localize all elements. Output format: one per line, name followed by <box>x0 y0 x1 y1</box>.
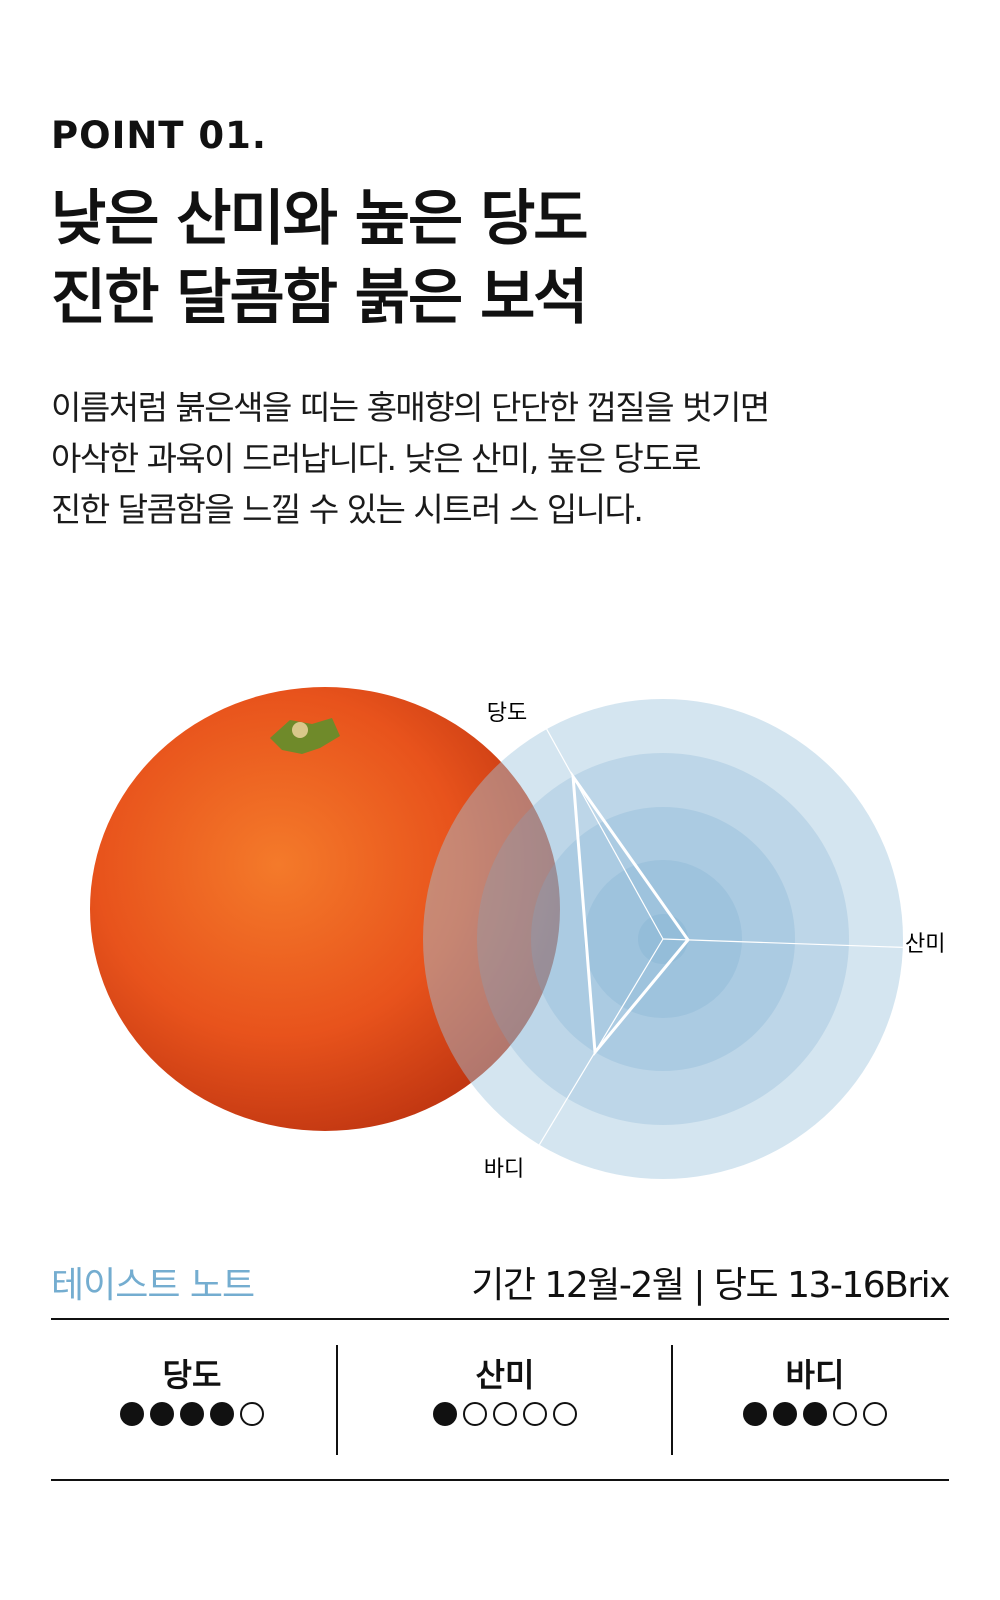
filled-dot-icon <box>180 1402 204 1426</box>
bottom-divider <box>51 1479 949 1481</box>
empty-dot-icon <box>523 1402 547 1426</box>
description-line-3: 진한 달콤함을 느낄 수 있는 시트러 스 입니다. <box>51 490 644 529</box>
axis-label-acidity: 산미 <box>905 932 945 957</box>
score-dots <box>42 1402 342 1426</box>
axis-label-sweetness: 당도 <box>487 701 527 726</box>
empty-dot-icon <box>833 1402 857 1426</box>
filled-dot-icon <box>803 1402 827 1426</box>
filled-dot-icon <box>120 1402 144 1426</box>
empty-dot-icon <box>863 1402 887 1426</box>
empty-dot-icon <box>553 1402 577 1426</box>
empty-dot-icon <box>493 1402 517 1426</box>
top-divider <box>51 1318 949 1320</box>
point-label: POINT 01. <box>51 114 267 157</box>
radar-axis <box>546 728 664 940</box>
season-brix-info: 기간 12월-2월 | 당도 13-16Brix <box>471 1265 950 1306</box>
filled-dot-icon <box>773 1402 797 1426</box>
filled-dot-icon <box>433 1402 457 1426</box>
radar-polygon <box>571 771 690 1056</box>
axis-label-body: 바디 <box>484 1157 524 1182</box>
radar-chart: 당도 산미 바디 <box>90 687 945 1182</box>
radar-axis <box>538 938 664 1146</box>
taste-item-acidity: 산미 <box>355 1350 655 1426</box>
description-line-2: 아삭한 과육이 드러납니다. 낮은 산미, 높은 당도로 <box>51 439 702 478</box>
taste-item-sweetness: 당도 <box>42 1350 342 1426</box>
filled-dot-icon <box>743 1402 767 1426</box>
filled-dot-icon <box>150 1402 174 1426</box>
orange-image <box>90 687 560 1131</box>
taste-item-label: 산미 <box>475 1356 535 1394</box>
taste-item-body: 바디 <box>665 1350 965 1426</box>
score-dots <box>355 1402 655 1426</box>
headline-line-1: 낮은 산미와 높은 당도 <box>51 184 588 254</box>
empty-dot-icon <box>240 1402 264 1426</box>
filled-dot-icon <box>210 1402 234 1426</box>
taste-note-title: 테이스트 노트 <box>51 1265 255 1306</box>
headline-line-2: 진한 달콤함 붉은 보석 <box>51 263 588 333</box>
column-divider <box>671 1345 673 1455</box>
taste-item-label: 당도 <box>162 1356 222 1394</box>
score-dots <box>665 1402 965 1426</box>
radar-axis <box>662 938 903 948</box>
description-line-1: 이름처럼 붉은색을 띠는 홍매향의 단단한 껍질을 벗기면 <box>51 388 770 427</box>
taste-item-label: 바디 <box>785 1356 845 1394</box>
empty-dot-icon <box>463 1402 487 1426</box>
column-divider <box>336 1345 338 1455</box>
